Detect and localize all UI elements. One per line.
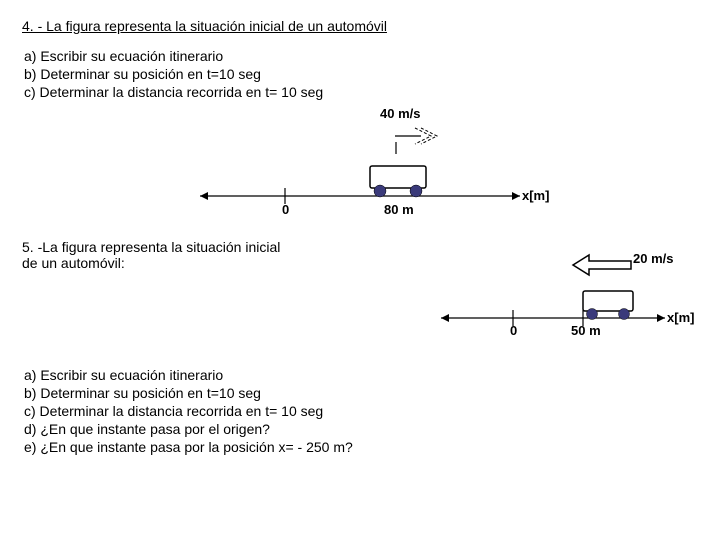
p4-item-c: c) Determinar la distancia recorrida en … (24, 84, 698, 100)
problem5-title-l1: 5. -La figura representa la situación in… (22, 239, 414, 255)
p4-axis-label: x[m] (522, 188, 549, 203)
problem4-items: a) Escribir su ecuación itinerario b) De… (24, 48, 698, 100)
p5-pos-label: 50 m (571, 323, 601, 338)
p4-velocity-label: 40 m/s (380, 106, 420, 121)
p5-origin-label: 0 (510, 323, 517, 338)
p5-velocity-label: 20 m/s (633, 251, 673, 266)
problem4-diagram: 40 m/s 0 80 m x[m] (170, 106, 550, 221)
p5-item-b: b) Determinar su posición en t=10 seg (24, 385, 698, 401)
p5-item-d: d) ¿En que instante pasa por el origen? (24, 421, 698, 437)
problem4-title: 4. - La figura representa la situación i… (22, 18, 698, 34)
p4-item-b: b) Determinar su posición en t=10 seg (24, 66, 698, 82)
p5-axis-label: x[m] (667, 310, 694, 325)
problem5-items: a) Escribir su ecuación itinerario b) De… (24, 367, 698, 455)
p5-item-c: c) Determinar la distancia recorrida en … (24, 403, 698, 419)
p4-pos-label: 80 m (384, 202, 414, 217)
p4-origin-label: 0 (282, 202, 289, 217)
problem5-title-l2: de un automóvil: (22, 255, 414, 271)
p4-item-a: a) Escribir su ecuación itinerario (24, 48, 698, 64)
p5-item-a: a) Escribir su ecuación itinerario (24, 367, 698, 383)
p5-item-e: e) ¿En que instante pasa por la posición… (24, 439, 698, 455)
problem5-diagram: 20 m/s 0 50 m x[m] (433, 243, 693, 343)
